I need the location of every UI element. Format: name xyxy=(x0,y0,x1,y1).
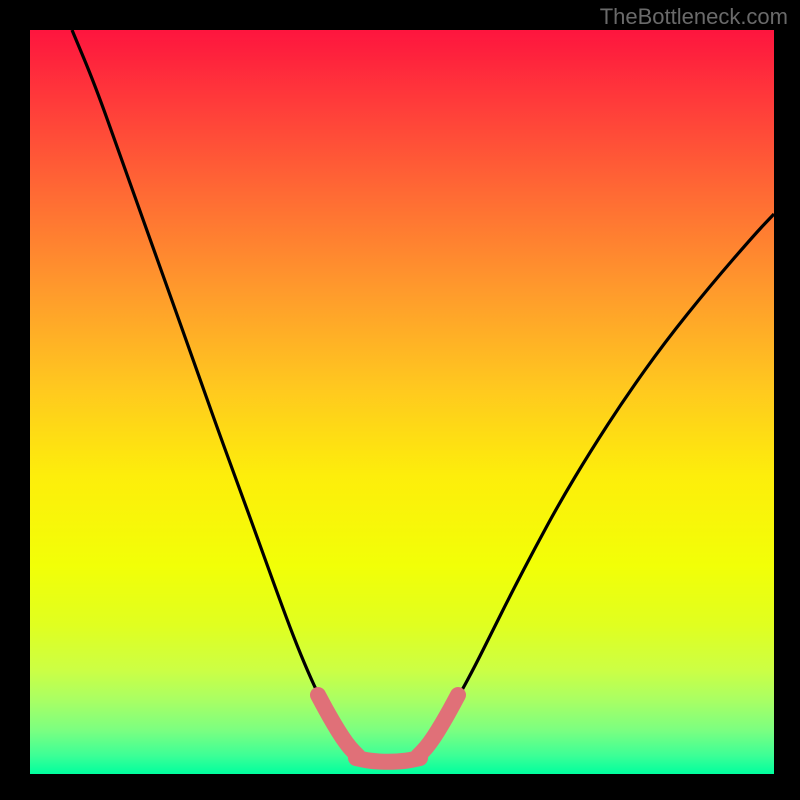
curve-right-thick xyxy=(418,695,458,756)
curve-left-thick xyxy=(318,695,358,756)
curve-right-branch xyxy=(438,214,774,730)
curve-left-branch xyxy=(72,30,338,730)
watermark-text: TheBottleneck.com xyxy=(600,4,788,30)
curve-bottom-flat xyxy=(356,758,420,762)
curve-layer xyxy=(30,30,774,774)
plot-area xyxy=(30,30,774,774)
chart-canvas: TheBottleneck.com xyxy=(0,0,800,800)
